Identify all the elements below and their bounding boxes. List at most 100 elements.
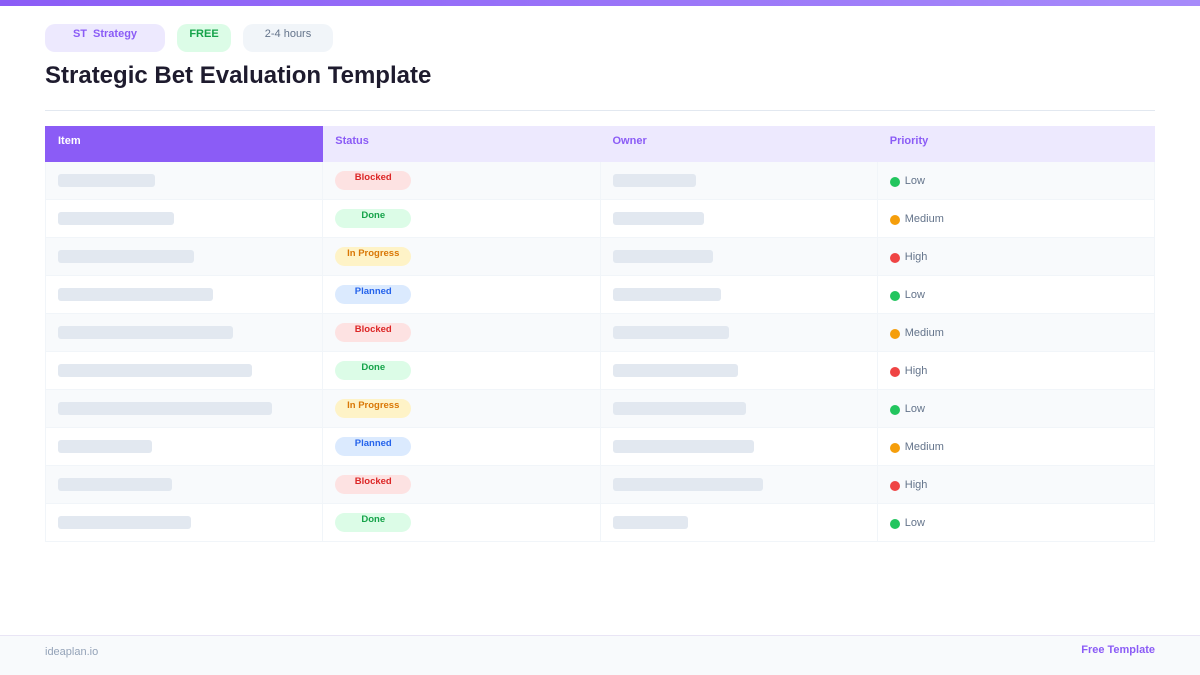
owner-cell — [599, 503, 878, 542]
footer-link[interactable]: Free Template — [1081, 644, 1155, 656]
duration-badge: 2-4 hours — [243, 24, 333, 52]
status-pill: Blocked — [335, 323, 412, 342]
priority-cell: High — [876, 465, 1156, 504]
priority-label: Medium — [904, 326, 944, 339]
status-cell: In Progress — [322, 389, 601, 428]
table-row: Blocked High — [44, 465, 1156, 504]
priority-dot — [889, 214, 900, 225]
table-body: Blocked Low Done Medium In Progress High Plann… — [44, 161, 1156, 542]
status-pill: Planned — [335, 437, 412, 456]
table-row: In Progress Low — [44, 389, 1156, 428]
category-badge: ST Strategy — [45, 24, 165, 52]
priority-dot — [889, 328, 900, 339]
item-cell — [44, 351, 324, 390]
priority-dot — [889, 366, 900, 377]
priority-dot — [889, 404, 900, 415]
priority-label: High — [904, 364, 928, 377]
owner-cell — [599, 351, 878, 390]
owner-cell — [599, 275, 878, 314]
table-row: Blocked Medium — [44, 313, 1156, 352]
status-pill: In Progress — [335, 399, 412, 418]
priority-label: Low — [904, 174, 925, 187]
price-badge: FREE — [177, 24, 231, 52]
priority-cell: High — [876, 237, 1156, 276]
item-cell — [44, 389, 324, 428]
status-pill: Blocked — [335, 475, 412, 494]
status-cell: Done — [322, 351, 601, 390]
badge-code: ST — [72, 28, 88, 40]
badges: ST Strategy FREE 2-4 hours — [45, 24, 333, 52]
owner-cell — [599, 199, 878, 238]
placeholder — [612, 326, 729, 339]
priority-label: Medium — [904, 212, 944, 225]
divider — [45, 110, 1155, 111]
item-cell — [44, 465, 324, 504]
priority-cell: Medium — [876, 199, 1156, 238]
priority-dot — [889, 442, 900, 453]
status-pill: Done — [335, 361, 412, 380]
priority-label: Low — [904, 516, 925, 529]
placeholder — [58, 440, 152, 453]
status-cell: Done — [322, 503, 601, 542]
status-cell: In Progress — [322, 237, 601, 276]
priority-label: Low — [904, 288, 925, 301]
placeholder — [612, 440, 754, 453]
brand: ideaplan.io — [45, 646, 99, 658]
badge-label: Strategy — [93, 28, 138, 40]
placeholder — [612, 478, 763, 491]
placeholder — [58, 326, 233, 339]
status-cell: Blocked — [322, 161, 601, 200]
priority-label: High — [904, 478, 928, 491]
item-cell — [44, 427, 324, 466]
column-header: Owner — [599, 126, 878, 162]
priority-cell: Medium — [876, 313, 1156, 352]
placeholder — [612, 174, 696, 187]
footer: ideaplan.io Free Template — [0, 635, 1200, 675]
table: Item Status Owner Priority Blocked Low Done Me… — [44, 126, 1156, 542]
placeholder — [58, 250, 194, 263]
status-pill: Blocked — [335, 171, 412, 190]
owner-cell — [599, 313, 878, 352]
priority-label: Low — [904, 402, 925, 415]
placeholder — [612, 212, 704, 225]
priority-cell: Low — [876, 503, 1156, 542]
table-row: Done Low — [44, 503, 1156, 542]
placeholder — [58, 516, 191, 529]
priority-label: High — [904, 250, 928, 263]
column-header: Item — [44, 126, 324, 162]
placeholder — [612, 516, 688, 529]
item-cell — [44, 275, 324, 314]
status-pill: Planned — [335, 285, 412, 304]
placeholder — [58, 402, 272, 415]
table-row: In Progress High — [44, 237, 1156, 276]
placeholder — [612, 288, 721, 301]
priority-cell: Low — [876, 389, 1156, 428]
table-row: Planned Medium — [44, 427, 1156, 466]
owner-cell — [599, 161, 878, 200]
status-cell: Planned — [322, 427, 601, 466]
priority-dot — [889, 518, 900, 529]
owner-cell — [599, 465, 878, 504]
owner-cell — [599, 237, 878, 276]
column-header: Status — [322, 126, 601, 162]
placeholder — [612, 364, 738, 377]
priority-dot — [889, 290, 900, 301]
table-row: Done High — [44, 351, 1156, 390]
item-cell — [44, 161, 324, 200]
priority-cell: High — [876, 351, 1156, 390]
owner-cell — [599, 389, 878, 428]
priority-label: Medium — [904, 440, 944, 453]
placeholder — [612, 250, 713, 263]
placeholder — [58, 478, 172, 491]
status-pill: In Progress — [335, 247, 412, 266]
status-cell: Done — [322, 199, 601, 238]
status-cell: Planned — [322, 275, 601, 314]
priority-cell: Low — [876, 275, 1156, 314]
table-row: Blocked Low — [44, 161, 1156, 200]
owner-cell — [599, 427, 878, 466]
table-row: Done Medium — [44, 199, 1156, 238]
item-cell — [44, 199, 324, 238]
placeholder — [58, 364, 252, 377]
item-cell — [44, 237, 324, 276]
